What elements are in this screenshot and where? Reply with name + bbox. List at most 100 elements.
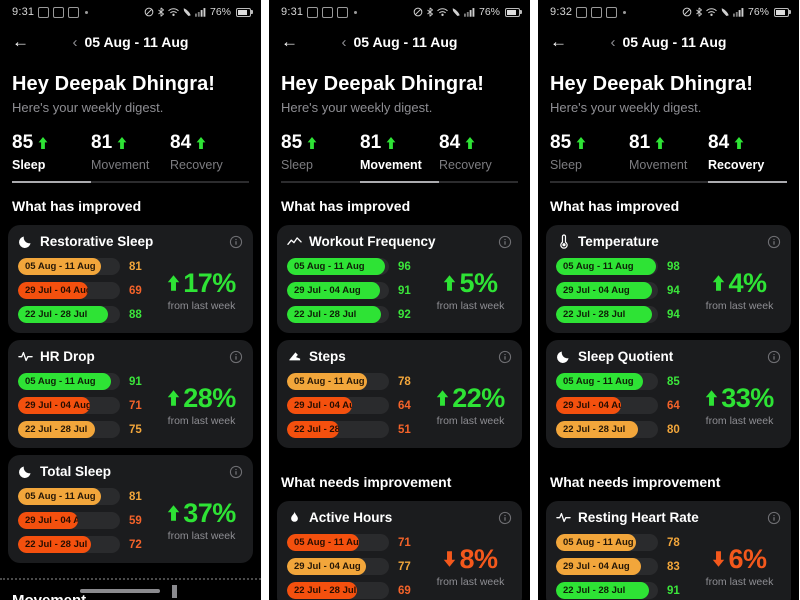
bar-week-label: 22 Jul - 28 Jul bbox=[563, 309, 626, 320]
chevron-left-icon: ‹ bbox=[610, 34, 616, 51]
score-label: Recovery bbox=[170, 158, 223, 172]
nav-row: ← ‹ 05 Aug - 11 Aug bbox=[538, 31, 799, 55]
weekly-change: 5% from last week bbox=[425, 269, 512, 312]
phone-screen: 9:32 76% ← ‹ 05 Aug - 11 Aug Hey Deepak Dhing… bbox=[538, 0, 799, 600]
video-scrubber-thumb[interactable] bbox=[172, 585, 177, 598]
card-body: 05 Aug - 11 Aug 96 29 Jul - 04 Aug 91 22 Jul… bbox=[287, 258, 512, 323]
bar-week-label: 29 Jul - 04 Aug bbox=[25, 515, 79, 526]
bar-fill: 22 Jul - 28 Jul bbox=[18, 536, 92, 553]
info-icon[interactable] bbox=[229, 235, 243, 249]
percent-row: 6% bbox=[712, 545, 767, 573]
arrow-up-big-icon bbox=[712, 275, 725, 291]
score-value: 84 bbox=[708, 132, 730, 153]
info-icon[interactable] bbox=[498, 235, 512, 249]
card-body: 05 Aug - 11 Aug 71 29 Jul - 04 Aug 77 22 Jul… bbox=[287, 534, 512, 599]
date-range-selector[interactable]: ‹ 05 Aug - 11 Aug bbox=[538, 31, 799, 54]
tab-recovery[interactable]: 84 Recovery bbox=[708, 132, 787, 172]
bar-value: 94 bbox=[667, 308, 680, 321]
bar-row: 22 Jul - 28 Jul 91 bbox=[556, 582, 694, 599]
bar-fill: 05 Aug - 11 Aug bbox=[287, 534, 360, 551]
score-tabs: 85 Sleep 81 Movement 84 Recovery bbox=[12, 132, 249, 172]
bar-week-label: 29 Jul - 04 Aug bbox=[294, 285, 361, 296]
arrow-up-icon bbox=[117, 137, 127, 149]
weekly-bars: 05 Aug - 11 Aug 91 29 Jul - 04 Aug 71 22 Jul… bbox=[18, 373, 156, 438]
pulse-icon bbox=[556, 510, 571, 525]
battery-percent: 76% bbox=[478, 6, 500, 18]
bar-row: 22 Jul - 28 Jul 51 bbox=[287, 421, 425, 438]
greeting: Hey Deepak Dhingra! Here's your weekly di… bbox=[12, 73, 249, 115]
tab-movement[interactable]: 81 Movement bbox=[91, 132, 170, 172]
bar-fill: 05 Aug - 11 Aug bbox=[556, 373, 643, 390]
more-notifications-dot-icon bbox=[623, 10, 627, 14]
flame-icon bbox=[287, 510, 302, 525]
video-scrubber-track[interactable] bbox=[80, 589, 160, 593]
info-icon[interactable] bbox=[767, 511, 781, 525]
tab-sleep[interactable]: 85 Sleep bbox=[12, 132, 91, 172]
info-icon[interactable] bbox=[767, 350, 781, 364]
notification-app-icon bbox=[53, 6, 65, 18]
bar-row: 22 Jul - 28 Jul 75 bbox=[18, 421, 156, 438]
bar-fill: 22 Jul - 28 Jul bbox=[287, 582, 358, 599]
bar-week-label: 22 Jul - 28 Jul bbox=[563, 585, 626, 596]
section-heading: What has improved bbox=[12, 198, 142, 214]
weekly-bars: 05 Aug - 11 Aug 78 29 Jul - 04 Aug 83 22 Jul… bbox=[556, 534, 694, 599]
arrow-up-icon bbox=[734, 137, 744, 149]
percent-row: 28% bbox=[167, 384, 236, 412]
metric-card: Restorative Sleep 05 Aug - 11 Aug 81 29 Jul… bbox=[8, 225, 253, 333]
greeting: Hey Deepak Dhingra! Here's your weekly di… bbox=[281, 73, 518, 115]
card-body: 05 Aug - 11 Aug 81 29 Jul - 04 Aug 59 22 Jul… bbox=[18, 488, 243, 553]
bar-row: 29 Jul - 04 Aug 94 bbox=[556, 282, 694, 299]
bar-row: 22 Jul - 28 Jul 80 bbox=[556, 421, 694, 438]
tab-recovery[interactable]: 84 Recovery bbox=[439, 132, 518, 172]
info-icon[interactable] bbox=[229, 350, 243, 364]
shoe-icon bbox=[287, 349, 302, 364]
tab-movement[interactable]: 81 Movement bbox=[360, 132, 439, 172]
chevron-left-icon: ‹ bbox=[341, 34, 347, 51]
tab-sleep[interactable]: 85 Sleep bbox=[281, 132, 360, 172]
bar-week-label: 05 Aug - 11 Aug bbox=[294, 537, 360, 548]
percent-row: 8% bbox=[443, 545, 498, 573]
greeting-title: Hey Deepak Dhingra! bbox=[550, 73, 754, 95]
battery-fill bbox=[238, 9, 248, 15]
bar-week-label: 05 Aug - 11 Aug bbox=[25, 376, 96, 387]
date-range-selector[interactable]: ‹ 05 Aug - 11 Aug bbox=[269, 31, 530, 54]
footer-heading: Movement bbox=[12, 592, 249, 600]
section-heading: What has improved bbox=[550, 198, 680, 214]
clock: 9:32 bbox=[550, 6, 573, 18]
bar-week-label: 22 Jul - 28 Jul bbox=[25, 539, 88, 550]
weekly-change: 17% from last week bbox=[156, 269, 243, 312]
status-bar-right: 76% bbox=[144, 6, 253, 18]
arrow-up-icon bbox=[576, 137, 586, 149]
arrow-up-big-icon bbox=[443, 275, 456, 291]
bar-track: 05 Aug - 11 Aug bbox=[287, 258, 389, 275]
score-label: Recovery bbox=[708, 158, 765, 172]
battery-percent: 76% bbox=[209, 6, 231, 18]
tab-underline bbox=[281, 181, 360, 183]
score-value-row: 84 bbox=[439, 132, 518, 154]
tab-recovery[interactable]: 84 Recovery bbox=[170, 132, 249, 172]
bar-fill: 05 Aug - 11 Aug bbox=[556, 534, 636, 551]
bar-track: 29 Jul - 04 Aug bbox=[556, 397, 658, 414]
back-button[interactable]: ← bbox=[281, 32, 298, 51]
metric-card: Workout Frequency 05 Aug - 11 Aug 96 29 Jul… bbox=[277, 225, 522, 333]
score-label: Sleep bbox=[281, 158, 313, 172]
info-icon[interactable] bbox=[498, 350, 512, 364]
bar-fill: 29 Jul - 04 Aug bbox=[556, 397, 622, 414]
tab-movement[interactable]: 81 Movement bbox=[629, 132, 708, 172]
tab-sleep[interactable]: 85 Sleep bbox=[550, 132, 629, 172]
battery-percent: 76% bbox=[747, 6, 769, 18]
notification-app-icon bbox=[68, 6, 80, 18]
greeting-subtitle: Here's your weekly digest. bbox=[12, 100, 164, 115]
bar-week-label: 29 Jul - 04 Aug bbox=[25, 400, 91, 411]
info-icon[interactable] bbox=[767, 235, 781, 249]
info-icon[interactable] bbox=[229, 465, 243, 479]
weekly-change: 37% from last week bbox=[156, 499, 243, 542]
date-range-selector[interactable]: ‹ 05 Aug - 11 Aug bbox=[0, 31, 261, 54]
bar-fill: 22 Jul - 28 Jul bbox=[287, 306, 381, 323]
info-icon[interactable] bbox=[498, 511, 512, 525]
back-button[interactable]: ← bbox=[550, 32, 567, 51]
tab-underline bbox=[91, 181, 170, 183]
back-button[interactable]: ← bbox=[12, 32, 29, 51]
bar-week-label: 29 Jul - 04 Aug bbox=[25, 285, 89, 296]
